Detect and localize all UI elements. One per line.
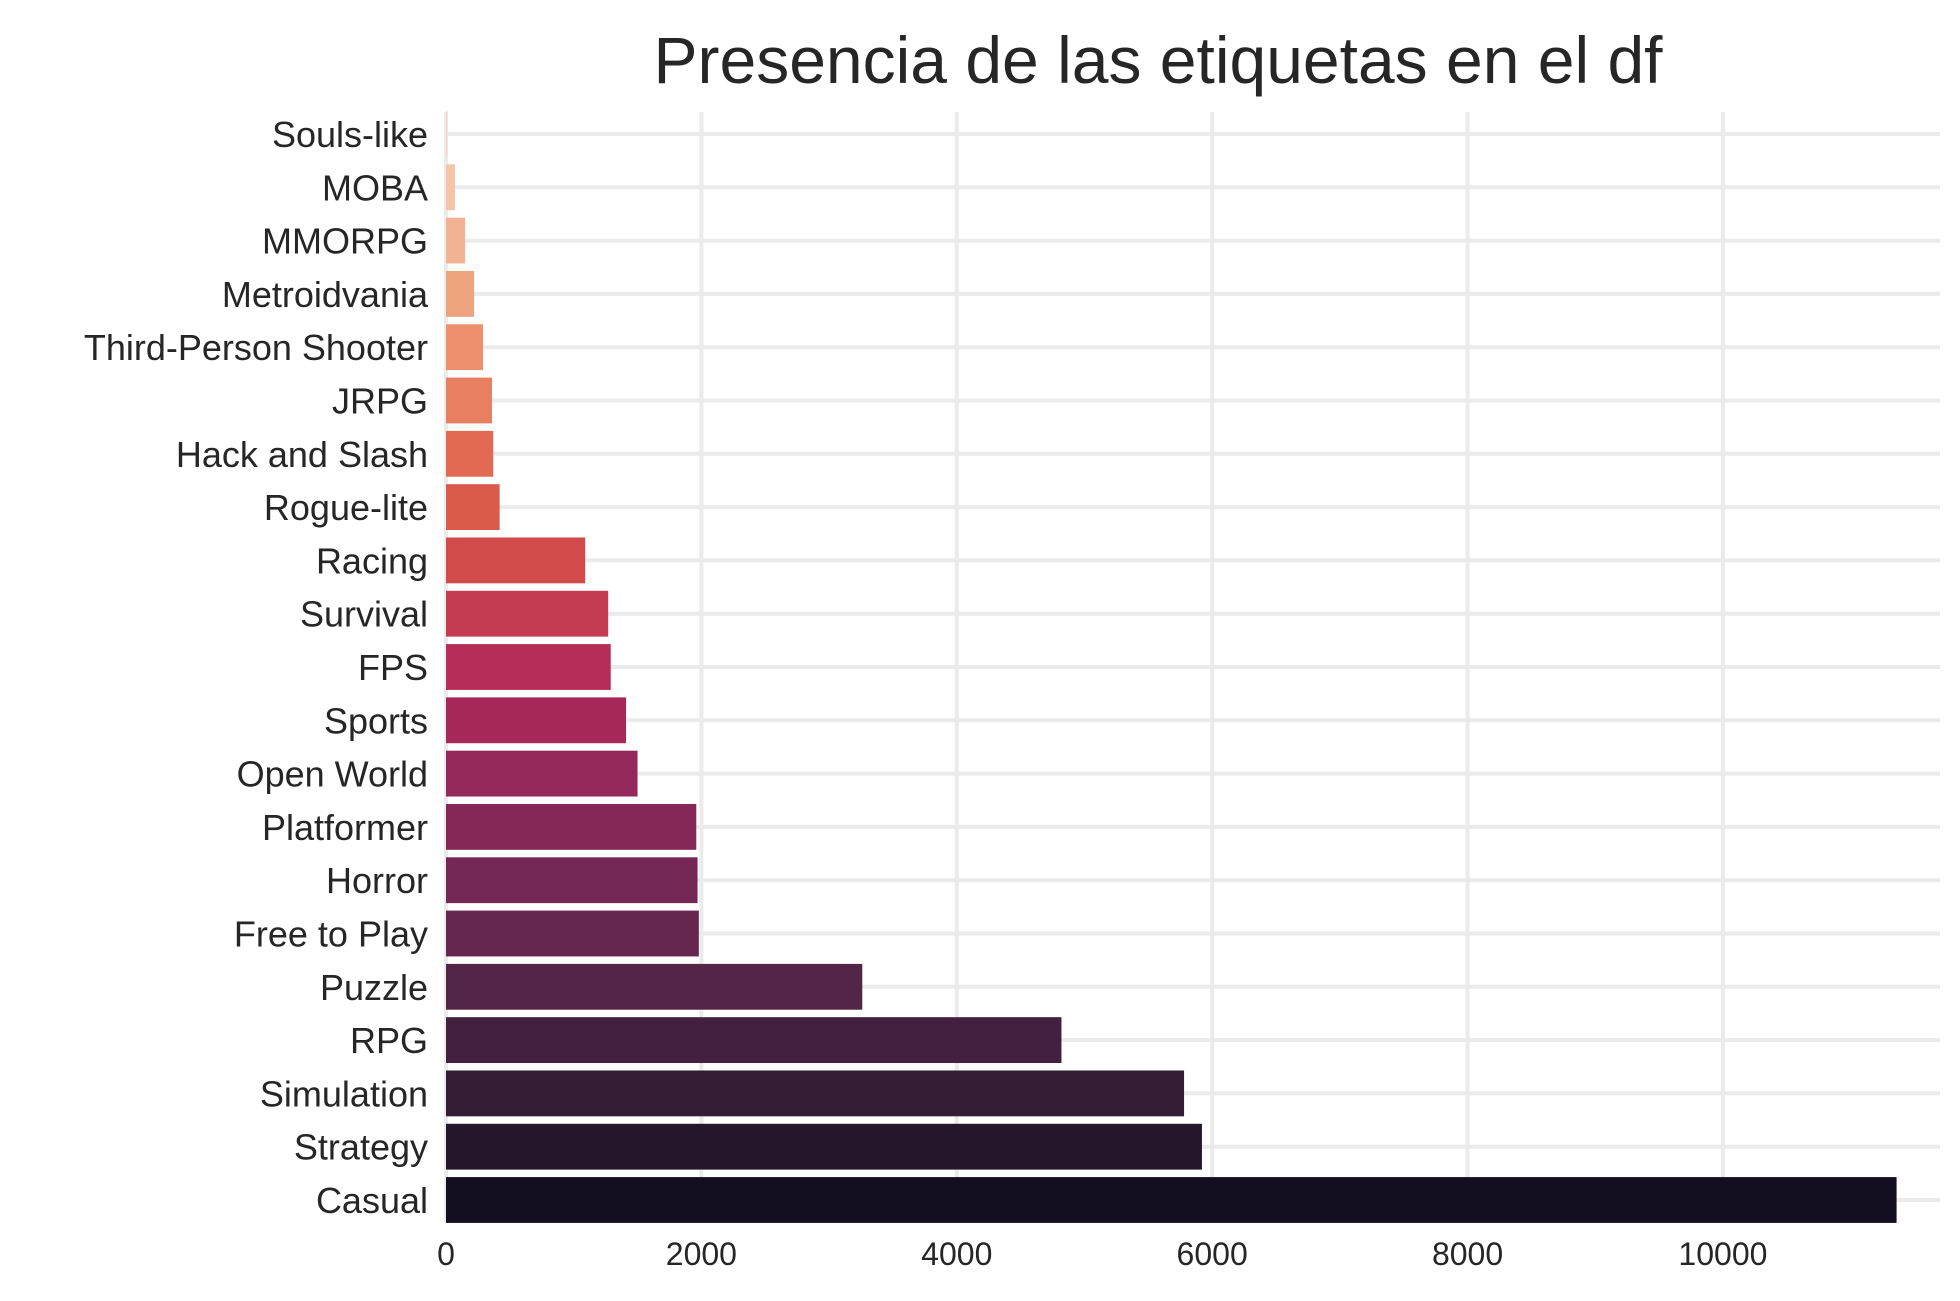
bar-rpg bbox=[446, 1017, 1062, 1064]
x-tick-label: 2000 bbox=[666, 1236, 737, 1272]
bar-free-to-play bbox=[446, 910, 699, 957]
bar-puzzle bbox=[446, 963, 863, 1010]
bar-survival bbox=[446, 590, 609, 637]
y-tick-label: Metroidvania bbox=[222, 274, 429, 315]
y-tick-label: Horror bbox=[326, 860, 428, 901]
y-tick-label: Open World bbox=[237, 754, 428, 795]
bars-layer bbox=[446, 111, 1897, 1223]
bar-horror bbox=[446, 857, 698, 904]
y-tick-label: Hack and Slash bbox=[176, 434, 428, 475]
x-tick-label: 8000 bbox=[1432, 1236, 1503, 1272]
bar-jrpg bbox=[446, 377, 492, 424]
y-tick-label: JRPG bbox=[332, 381, 428, 422]
x-tick-label: 10000 bbox=[1678, 1236, 1767, 1272]
bar-rogue-lite bbox=[446, 484, 500, 531]
bar-platformer bbox=[446, 803, 697, 850]
bar-third-person-shooter bbox=[446, 324, 484, 371]
y-tick-label: MOBA bbox=[322, 167, 428, 208]
y-tick-label: Racing bbox=[316, 540, 428, 581]
bar-souls-like bbox=[446, 111, 448, 157]
y-tick-label: Sports bbox=[324, 700, 428, 741]
bar-mmorpg bbox=[446, 217, 466, 264]
y-tick-labels: Souls-like MOBA MMORPG Metroidvania Third-Pe… bbox=[84, 114, 429, 1221]
y-tick-label: Strategy bbox=[294, 1127, 428, 1168]
bar-racing bbox=[446, 537, 586, 584]
y-tick-label: MMORPG bbox=[262, 221, 428, 262]
bar-moba bbox=[446, 164, 455, 211]
x-tick-labels: 0 2000 4000 6000 8000 10000 bbox=[437, 1236, 1767, 1272]
x-tick-label: 4000 bbox=[921, 1236, 992, 1272]
bar-fps bbox=[446, 644, 611, 690]
y-tick-label: Free to Play bbox=[234, 914, 428, 955]
y-tick-label: Simulation bbox=[260, 1073, 428, 1114]
x-tick-label: 0 bbox=[437, 1236, 455, 1272]
bar-hack-and-slash bbox=[446, 430, 494, 477]
bar-casual bbox=[446, 1177, 1897, 1223]
y-tick-label: Casual bbox=[316, 1180, 428, 1221]
y-tick-label: Souls-like bbox=[272, 114, 428, 155]
bar-metroidvania bbox=[446, 270, 475, 317]
grid-layer bbox=[444, 112, 1940, 1222]
y-tick-label: Platformer bbox=[262, 807, 428, 848]
bar-sports bbox=[446, 697, 627, 744]
y-tick-label: Third-Person Shooter bbox=[84, 327, 428, 368]
chart-title: Presencia de las etiquetas en el df bbox=[653, 23, 1663, 97]
y-tick-label: Survival bbox=[300, 594, 428, 635]
y-tick-label: FPS bbox=[358, 647, 428, 688]
y-tick-label: Puzzle bbox=[320, 967, 428, 1008]
y-tick-label: Rogue-lite bbox=[264, 487, 428, 528]
bar-open-world bbox=[446, 750, 638, 797]
bar-strategy bbox=[446, 1123, 1202, 1170]
bar-simulation bbox=[446, 1070, 1185, 1117]
x-tick-label: 6000 bbox=[1177, 1236, 1248, 1272]
y-tick-label: RPG bbox=[350, 1020, 428, 1061]
